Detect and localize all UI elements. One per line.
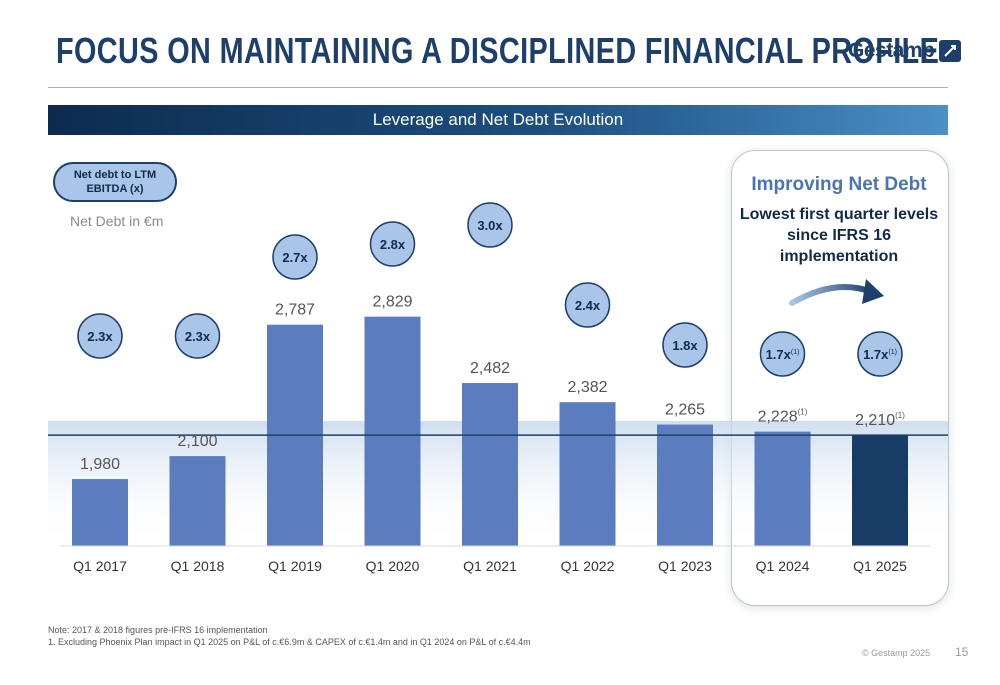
bar-q1-2025 bbox=[852, 435, 908, 546]
trend-arrow-icon bbox=[789, 284, 875, 306]
category-label: Q1 2018 bbox=[171, 558, 225, 574]
leverage-circle bbox=[369, 221, 416, 267]
unit-label: Net Debt in €m bbox=[70, 213, 164, 229]
bar-q1-2022 bbox=[559, 402, 616, 546]
logo-text: Gestamp bbox=[848, 39, 935, 62]
category-label: Q1 2025 bbox=[853, 558, 907, 574]
value-label: 2,228(1) bbox=[758, 408, 808, 426]
category-label: Q1 2022 bbox=[561, 558, 615, 574]
leverage-label: 2.7x bbox=[282, 250, 308, 265]
title-divider bbox=[48, 87, 948, 88]
bar-q1-2017 bbox=[72, 479, 128, 546]
category-label: Q1 2021 bbox=[463, 558, 517, 574]
value-label: 2,787 bbox=[275, 302, 315, 319]
bar-q1-2023 bbox=[657, 424, 713, 546]
category-label: Q1 2017 bbox=[73, 558, 127, 574]
leverage-label: 1.8x bbox=[672, 338, 698, 353]
leverage-label: 2.3x bbox=[87, 329, 113, 344]
gestamp-logo: Gestamp bbox=[848, 39, 962, 63]
value-label: 2,100 bbox=[177, 433, 217, 450]
leverage-footnote-marker: (1) bbox=[791, 349, 800, 356]
value-label: 2,482 bbox=[470, 360, 510, 377]
category-label: Q1 2020 bbox=[366, 558, 420, 574]
leverage-circle bbox=[759, 331, 806, 377]
leverage-circle bbox=[467, 202, 513, 248]
logo-mark-icon bbox=[939, 40, 962, 62]
highlight-subtitle: Lowest first quarter levels since IFRS 1… bbox=[739, 206, 939, 265]
section-banner: Leverage and Net Debt Evolution bbox=[48, 105, 948, 135]
value-label: 1,980 bbox=[80, 456, 120, 473]
bar-q1-2024 bbox=[754, 431, 811, 546]
leverage-label: 2.8x bbox=[380, 237, 406, 252]
value-footnote-marker: (1) bbox=[895, 411, 905, 420]
bar-q1-2021 bbox=[462, 383, 518, 546]
page-number: 15 bbox=[955, 645, 969, 659]
category-label: Q1 2019 bbox=[268, 558, 322, 574]
leverage-label: 2.3x bbox=[185, 329, 211, 344]
footnote-item-1: 1. Excluding Phoenix Plan impact in Q1 2… bbox=[48, 637, 531, 647]
footnote-note: Note: 2017 & 2018 figures pre-IFRS 16 im… bbox=[48, 625, 268, 635]
category-label: Q1 2023 bbox=[658, 558, 712, 574]
value-label: 2,210(1) bbox=[855, 411, 905, 429]
leverage-circle bbox=[564, 282, 611, 328]
leverage-legend-oval: Net debt to LTM EBITDA (x) bbox=[53, 162, 177, 202]
leverage-circle bbox=[174, 313, 221, 359]
bar-q1-2020 bbox=[364, 316, 421, 546]
leverage-circle bbox=[272, 234, 318, 280]
leverage-label: 2.4x bbox=[575, 298, 601, 313]
trend-arrow-head-icon bbox=[862, 279, 884, 304]
value-label: 2,382 bbox=[567, 379, 607, 396]
leverage-footnote-marker: (1) bbox=[888, 349, 897, 356]
value-footnote-marker: (1) bbox=[798, 408, 808, 417]
category-label: Q1 2024 bbox=[756, 558, 810, 574]
value-label: 2,829 bbox=[372, 294, 412, 311]
bar-q1-2018 bbox=[169, 456, 226, 546]
value-label: 2,265 bbox=[665, 402, 705, 419]
leverage-circle bbox=[662, 322, 708, 368]
copyright: © Gestamp 2025 bbox=[862, 648, 931, 658]
leverage-circle bbox=[857, 331, 903, 377]
page-title: FOCUS ON MAINTAINING A DISCIPLINED FINAN… bbox=[56, 30, 940, 71]
leverage-circle bbox=[77, 313, 123, 359]
highlight-title: Improving Net Debt bbox=[751, 174, 927, 195]
leverage-label: 3.0x bbox=[477, 218, 503, 233]
